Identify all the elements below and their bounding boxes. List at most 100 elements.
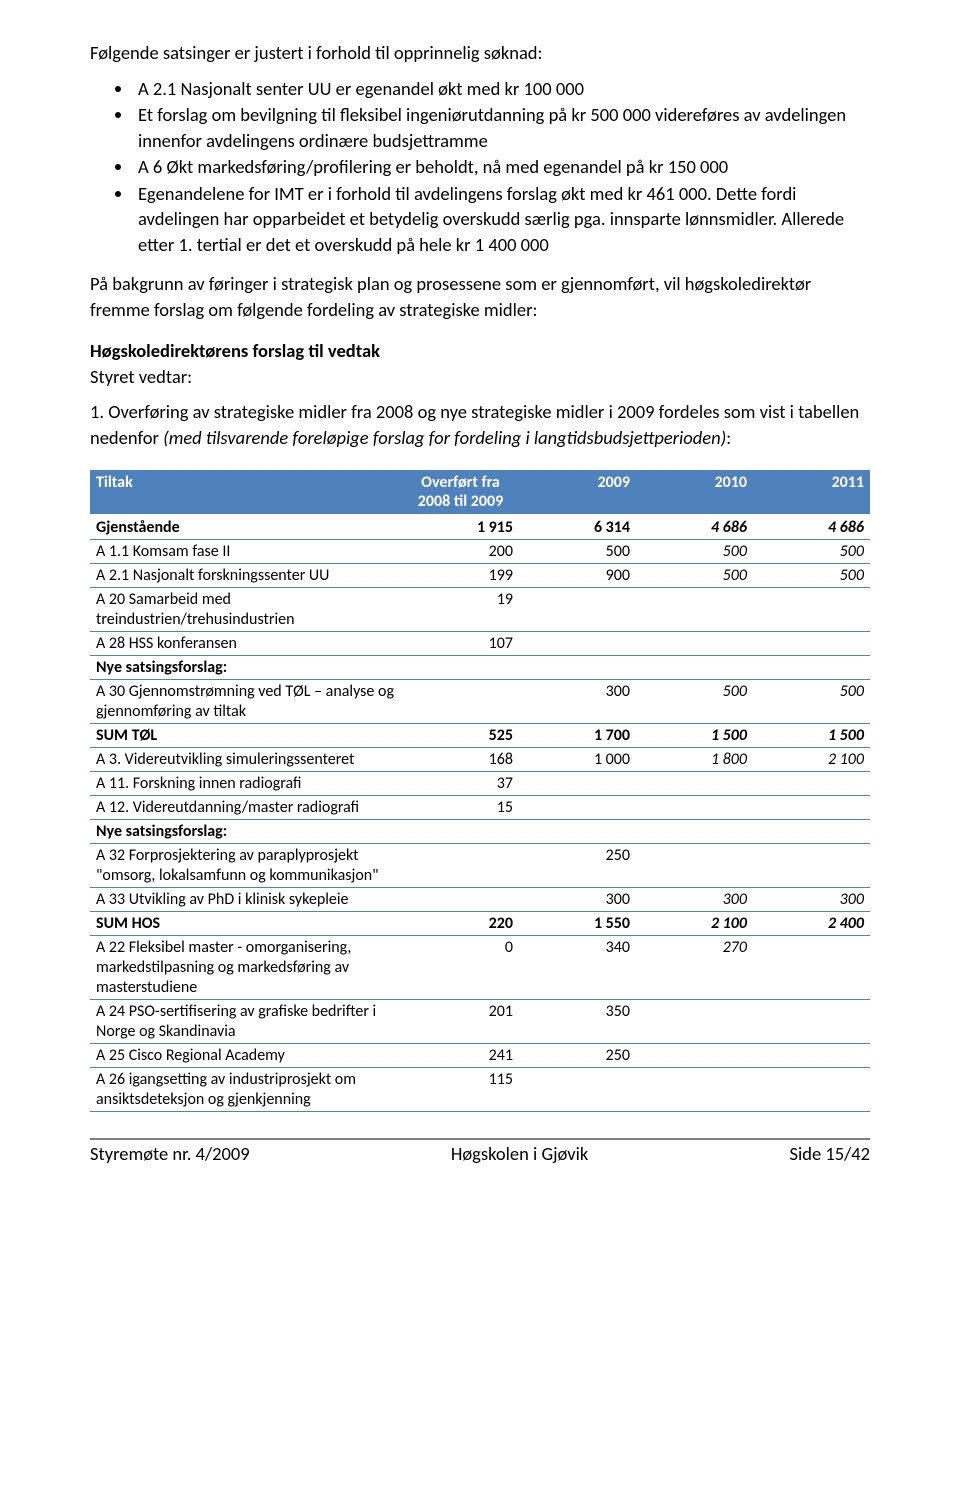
cell-label: A 2.1 Nasjonalt forskningssenter UU — [90, 564, 402, 588]
cell-value — [402, 888, 519, 912]
cell-value — [519, 772, 636, 796]
table-body: Gjenstående1 9156 3144 6864 686A 1.1 Kom… — [90, 515, 870, 1112]
cell-value — [636, 632, 753, 656]
cell-value — [636, 820, 753, 844]
cell-label: A 3. Videreutvikling simuleringssenteret — [90, 748, 402, 772]
cell-label: A 1.1 Komsam fase II — [90, 540, 402, 564]
cell-value — [636, 588, 753, 632]
col-header-overfort: Overført fra 2008 til 2009 — [402, 470, 519, 515]
cell-value — [636, 1000, 753, 1044]
table-row: A 26 igangsetting av industriprosjekt om… — [90, 1068, 870, 1112]
table-intro-italic: (med tilsvarende foreløpige forslag for … — [163, 426, 726, 449]
cell-value — [402, 680, 519, 724]
cell-value: 2 400 — [753, 912, 870, 936]
cell-value: 1 500 — [636, 724, 753, 748]
table-row: A 33 Utvikling av PhD i klinisk sykeplei… — [90, 888, 870, 912]
cell-value: 4 686 — [753, 515, 870, 540]
cell-value: 350 — [519, 1000, 636, 1044]
cell-value: 500 — [636, 680, 753, 724]
cell-value: 900 — [519, 564, 636, 588]
cell-value — [753, 796, 870, 820]
cell-label: A 30 Gjennomstrømning ved TØL – analyse … — [90, 680, 402, 724]
bullet-item: A 6 Økt markedsføring/profilering er beh… — [134, 154, 870, 180]
cell-value: 19 — [402, 588, 519, 632]
col-header-2010: 2010 — [636, 470, 753, 515]
table-row: A 2.1 Nasjonalt forskningssenter UU19990… — [90, 564, 870, 588]
cell-value: 199 — [402, 564, 519, 588]
cell-value: 1 800 — [636, 748, 753, 772]
cell-value: 300 — [519, 888, 636, 912]
cell-value: 1 000 — [519, 748, 636, 772]
rationale-paragraph: På bakgrunn av føringer i strategisk pla… — [90, 271, 870, 322]
cell-label: A 24 PSO-sertifisering av grafiske bedri… — [90, 1000, 402, 1044]
cell-value — [519, 1068, 636, 1112]
cell-value: 220 — [402, 912, 519, 936]
cell-value — [753, 844, 870, 888]
table-row: A 25 Cisco Regional Academy241250 — [90, 1044, 870, 1068]
bullet-list: A 2.1 Nasjonalt senter UU er egenandel ø… — [90, 76, 870, 258]
table-row: A 28 HSS konferansen107 — [90, 632, 870, 656]
cell-value — [519, 588, 636, 632]
cell-value — [753, 1068, 870, 1112]
cell-value — [402, 844, 519, 888]
cell-label: A 11. Forskning innen radiografi — [90, 772, 402, 796]
cell-value: 525 — [402, 724, 519, 748]
proposal-subheading: Styret vedtar: — [90, 365, 192, 388]
cell-value: 270 — [636, 936, 753, 1000]
footer-right: Side 15/42 — [789, 1142, 870, 1165]
table-row: Nye satsingsforslag: — [90, 656, 870, 680]
table-row: A 11. Forskning innen radiografi37 — [90, 772, 870, 796]
cell-label: Nye satsingsforslag: — [90, 656, 402, 680]
cell-value — [753, 772, 870, 796]
cell-value: 2 100 — [636, 912, 753, 936]
cell-value — [519, 656, 636, 680]
cell-value: 6 314 — [519, 515, 636, 540]
cell-value: 500 — [519, 540, 636, 564]
table-row: A 3. Videreutvikling simuleringssenteret… — [90, 748, 870, 772]
cell-value: 300 — [636, 888, 753, 912]
cell-label: Nye satsingsforslag: — [90, 820, 402, 844]
cell-value — [753, 632, 870, 656]
cell-label: A 22 Fleksibel master - omorganisering, … — [90, 936, 402, 1000]
cell-label: SUM HOS — [90, 912, 402, 936]
table-row: A 22 Fleksibel master - omorganisering, … — [90, 936, 870, 1000]
cell-value — [519, 796, 636, 820]
cell-value: 500 — [753, 540, 870, 564]
document-page: Følgende satsinger er justert i forhold … — [0, 0, 960, 1185]
cell-label: A 28 HSS konferansen — [90, 632, 402, 656]
cell-value: 1 500 — [753, 724, 870, 748]
table-row: Gjenstående1 9156 3144 6864 686 — [90, 515, 870, 540]
cell-value: 500 — [636, 540, 753, 564]
proposal-heading-bold: Høgskoledirektørens forslag til vedtak — [90, 339, 380, 362]
table-intro-paragraph: 1. Overføring av strategiske midler fra … — [90, 399, 870, 450]
table-row: SUM HOS2201 5502 1002 400 — [90, 912, 870, 936]
col-header-line1: Overført fra — [421, 473, 500, 492]
footer-center: Høgskolen i Gjøvik — [451, 1142, 588, 1165]
cell-value: 250 — [519, 844, 636, 888]
col-header-2009: 2009 — [519, 470, 636, 515]
table-header: Tiltak Overført fra 2008 til 2009 2009 2… — [90, 470, 870, 515]
page-footer: Styremøte nr. 4/2009 Høgskolen i Gjøvik … — [90, 1138, 870, 1165]
cell-value: 1 915 — [402, 515, 519, 540]
table-intro-colon: : — [726, 426, 731, 449]
cell-value — [753, 1000, 870, 1044]
cell-label: A 25 Cisco Regional Academy — [90, 1044, 402, 1068]
table-row: A 30 Gjennomstrømning ved TØL – analyse … — [90, 680, 870, 724]
bullet-item: Et forslag om bevilgning til fleksibel i… — [134, 102, 870, 153]
cell-value: 4 686 — [636, 515, 753, 540]
cell-value — [636, 1068, 753, 1112]
cell-value — [753, 588, 870, 632]
cell-value — [753, 936, 870, 1000]
cell-label: A 12. Videreutdanning/master radiografi — [90, 796, 402, 820]
cell-value: 168 — [402, 748, 519, 772]
col-header-line2: 2008 til 2009 — [418, 492, 503, 511]
table-row: A 1.1 Komsam fase II200500500500 — [90, 540, 870, 564]
table-row: A 12. Videreutdanning/master radiografi1… — [90, 796, 870, 820]
cell-value: 200 — [402, 540, 519, 564]
table-row: A 20 Samarbeid med treindustrien/trehusi… — [90, 588, 870, 632]
cell-value: 37 — [402, 772, 519, 796]
cell-value — [402, 656, 519, 680]
cell-value — [636, 656, 753, 680]
intro-paragraph: Følgende satsinger er justert i forhold … — [90, 40, 870, 66]
cell-label: A 32 Forprosjektering av paraplyprosjekt… — [90, 844, 402, 888]
